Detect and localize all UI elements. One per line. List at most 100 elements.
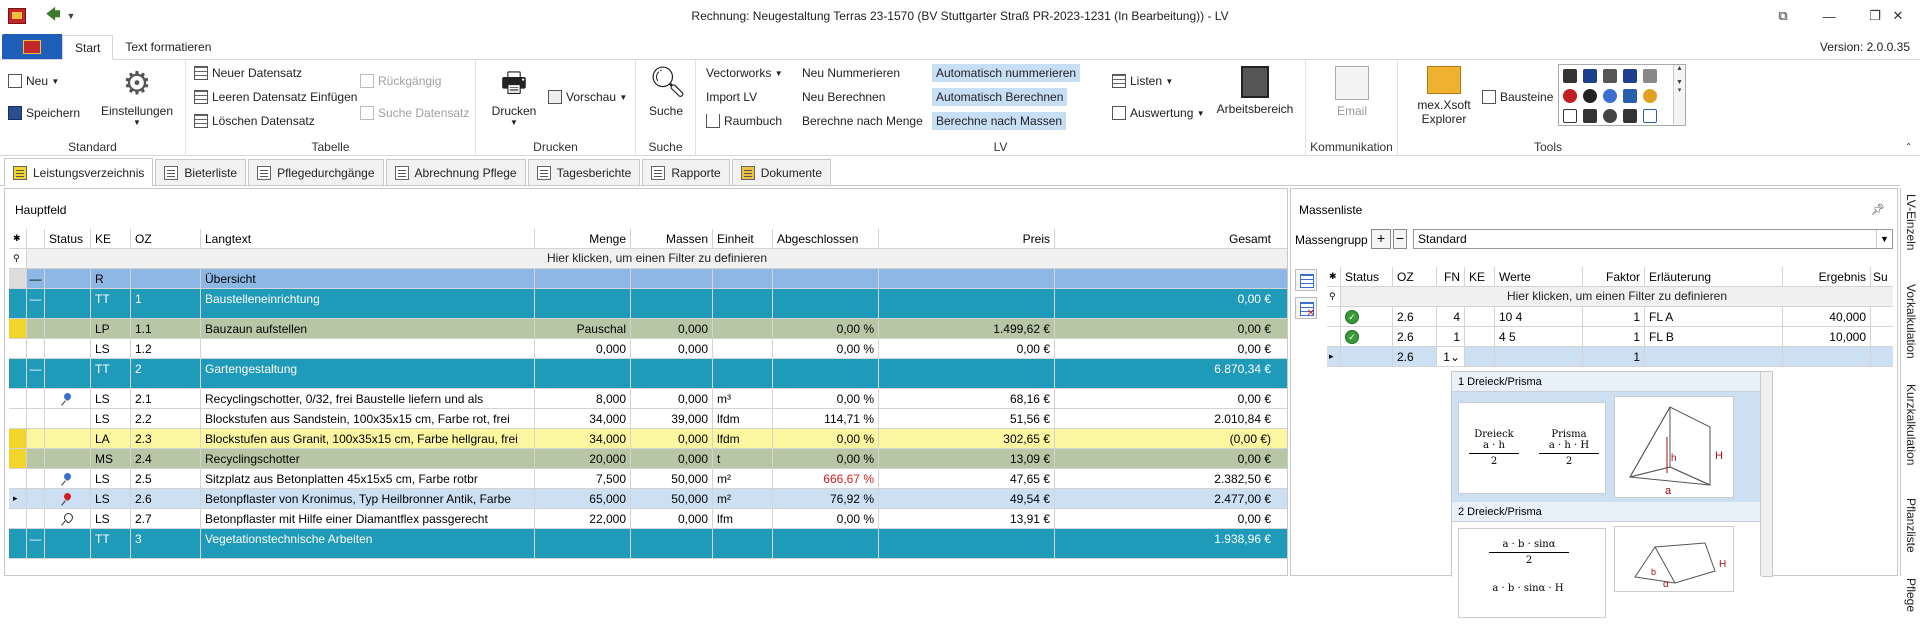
cell-preis[interactable]: 49,54 €: [879, 489, 1055, 508]
cell-langtext[interactable]: Gartengestaltung: [201, 359, 535, 388]
cell-ke[interactable]: LS: [91, 389, 131, 408]
row-indicator[interactable]: [9, 319, 27, 338]
cell-ke[interactable]: LS: [91, 409, 131, 428]
cell-massen[interactable]: [631, 289, 713, 318]
gallery-scroll[interactable]: ▲ ▼ ▾: [1673, 65, 1685, 125]
cell-langtext[interactable]: [201, 339, 535, 358]
cell-einheit[interactable]: [713, 359, 773, 388]
cell-status[interactable]: ✓: [1341, 327, 1393, 346]
row-indicator[interactable]: [9, 449, 27, 468]
formula-dropdown[interactable]: 1 Dreieck/Prisma Dreieck a · h 2 Prisma …: [1451, 371, 1773, 632]
mcol-fn[interactable]: FN: [1437, 267, 1465, 286]
app-icon[interactable]: [8, 8, 26, 24]
renumber-button[interactable]: Neu Nummerieren: [802, 66, 901, 80]
cell-abgeschlossen[interactable]: 0,00 %: [773, 449, 879, 468]
tab-tagesberichte[interactable]: Tagesberichte: [527, 159, 641, 185]
cell-oz[interactable]: 1.2: [131, 339, 201, 358]
lists-button[interactable]: Listen ▼: [1112, 74, 1173, 88]
col-abgeschlossen[interactable]: Abgeschlossen: [773, 229, 879, 248]
cell-oz[interactable]: 2.6: [131, 489, 201, 508]
cell-preis[interactable]: 0,00 €: [879, 339, 1055, 358]
cell-massen[interactable]: 0,000: [631, 389, 713, 408]
insert-empty-record-button[interactable]: Leeren Datensatz Einfügen: [194, 90, 357, 104]
col-ke[interactable]: KE: [91, 229, 131, 248]
cell-menge[interactable]: 0,000: [535, 339, 631, 358]
cell-langtext[interactable]: Vegetationstechnische Arbeiten: [201, 529, 535, 558]
col-oz[interactable]: OZ: [131, 229, 201, 248]
cell-einheit[interactable]: m²: [713, 489, 773, 508]
cell-preis[interactable]: [879, 529, 1055, 558]
search-record-button[interactable]: Suche Datensatz: [360, 106, 469, 120]
tab-text-formatieren[interactable]: Text formatieren: [125, 39, 212, 54]
tools-gallery[interactable]: ▲ ▼ ▾: [1558, 64, 1686, 126]
cell-preis[interactable]: 68,16 €: [879, 389, 1055, 408]
cell-ke[interactable]: LA: [91, 429, 131, 448]
cell-menge[interactable]: Pauschal: [535, 319, 631, 338]
cell-erlaeuterung[interactable]: [1645, 347, 1783, 366]
cell-status[interactable]: [45, 529, 91, 558]
gallery-tool-icon[interactable]: [1583, 109, 1597, 123]
bausteine-button[interactable]: Bausteine: [1482, 90, 1553, 104]
cell-abgeschlossen[interactable]: [773, 289, 879, 318]
cell-fn[interactable]: 1 ⌄: [1437, 347, 1465, 366]
cell-massen[interactable]: 0,000: [631, 319, 713, 338]
cell-status[interactable]: [45, 359, 91, 388]
file-menu-button[interactable]: [2, 34, 62, 59]
cell-preis[interactable]: [879, 289, 1055, 318]
cell-einheit[interactable]: m³: [713, 389, 773, 408]
cell-preis[interactable]: 51,56 €: [879, 409, 1055, 428]
cell-ke[interactable]: R: [91, 269, 131, 288]
cell-massen[interactable]: 0,000: [631, 449, 713, 468]
pin-window-icon[interactable]: ⧉: [1778, 8, 1788, 23]
mcol-werte[interactable]: Werte: [1495, 267, 1583, 286]
cell-abgeschlossen[interactable]: [773, 269, 879, 288]
row-indicator[interactable]: [9, 359, 27, 388]
filter-row[interactable]: ⚲ Hier klicken, um einen Filter zu defin…: [9, 249, 1287, 269]
cell-massen[interactable]: 0,000: [631, 339, 713, 358]
cell-status[interactable]: [45, 429, 91, 448]
cell-massen[interactable]: [631, 529, 713, 558]
col-massen[interactable]: Massen: [631, 229, 713, 248]
cell-abgeschlossen[interactable]: 666,67 %: [773, 469, 879, 488]
table-row[interactable]: LA 2.3 Blockstufen aus Granit, 100x35x15 c…: [9, 429, 1287, 449]
gallery-tool-icon[interactable]: [1623, 109, 1637, 123]
massengruppe-select[interactable]: Standard ▼: [1413, 229, 1893, 249]
cell-status[interactable]: [45, 269, 91, 288]
cell-oz[interactable]: 2.3: [131, 429, 201, 448]
delete-record-button[interactable]: Löschen Datensatz: [194, 114, 315, 128]
workspace-button[interactable]: Arbeitsbereich: [1210, 66, 1300, 116]
col-menge[interactable]: Menge: [535, 229, 631, 248]
cell-werte[interactable]: 4 5: [1495, 327, 1583, 346]
cell-preis[interactable]: 13,91 €: [879, 509, 1055, 528]
cell-status[interactable]: [45, 339, 91, 358]
pin-icon[interactable]: [61, 492, 75, 506]
cell-langtext[interactable]: Baustelleneinrichtung: [201, 289, 535, 318]
cell-einheit[interactable]: lfdm: [713, 409, 773, 428]
tab-leistungsverzeichnis[interactable]: Leistungsverzeichnis: [4, 158, 154, 186]
table-row[interactable]: LS 1.2 0,000 0,000 0,00 % 0,00 €0,00 €: [9, 339, 1287, 359]
auto-number-toggle[interactable]: Automatisch nummerieren: [932, 64, 1081, 82]
mcol-ergebnis[interactable]: Ergebnis: [1783, 267, 1871, 286]
raumbuch-button[interactable]: Raumbuch: [706, 114, 782, 128]
cell-menge[interactable]: 34,000: [535, 429, 631, 448]
cell-preis[interactable]: [879, 269, 1055, 288]
formula-scrollbar[interactable]: [1760, 372, 1772, 576]
cell-oz[interactable]: 1: [131, 289, 201, 318]
cell-preis[interactable]: 1.499,62 €: [879, 319, 1055, 338]
ribbon-collapse-icon[interactable]: ⌃: [1905, 142, 1912, 151]
table-row[interactable]: LP 1.1 Bauzaun aufstellen Pauschal 0,000 0,00…: [9, 319, 1287, 339]
table-row[interactable]: — R Übersicht: [9, 269, 1287, 289]
panel-pin-icon[interactable]: 📌︎: [1871, 204, 1885, 216]
mcol-erlaeuterung[interactable]: Erläuterung: [1645, 267, 1783, 286]
column-chooser-icon[interactable]: ✱: [1327, 267, 1341, 286]
close-icon[interactable]: ✕: [1892, 8, 1904, 23]
col-langtext[interactable]: Langtext: [201, 229, 535, 248]
cell-oz[interactable]: 3: [131, 529, 201, 558]
pin-icon[interactable]: [61, 512, 75, 526]
cell-ke[interactable]: MS: [91, 449, 131, 468]
cell-menge[interactable]: [535, 359, 631, 388]
row-indicator[interactable]: [9, 389, 27, 408]
mcol-faktor[interactable]: Faktor: [1583, 267, 1645, 286]
cell-gesamt[interactable]: 0,00 €: [1237, 451, 1271, 466]
cell-einheit[interactable]: m²: [713, 469, 773, 488]
